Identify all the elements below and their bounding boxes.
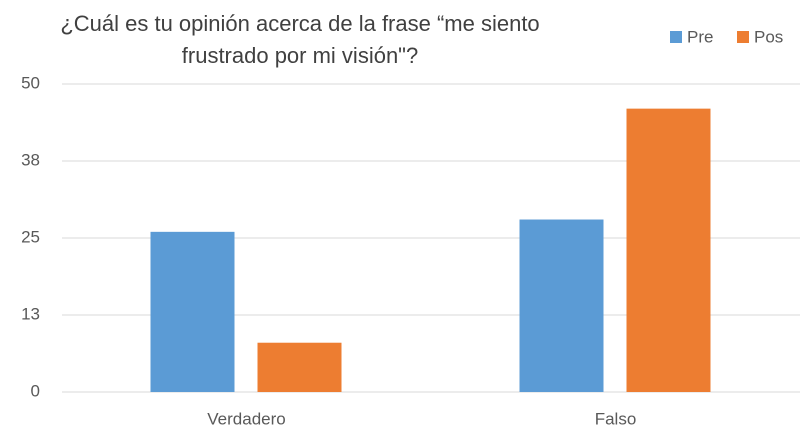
bar bbox=[626, 108, 711, 392]
legend-label: Pre bbox=[687, 27, 713, 46]
x-tick-label: Falso bbox=[595, 409, 637, 428]
bar bbox=[150, 231, 235, 392]
y-tick-label: 38 bbox=[21, 150, 40, 169]
y-tick-label: 13 bbox=[21, 304, 40, 323]
y-tick-label: 25 bbox=[21, 227, 40, 246]
legend-swatch bbox=[737, 31, 749, 43]
bar bbox=[519, 219, 604, 392]
y-tick-label: 0 bbox=[31, 381, 40, 400]
legend-swatch bbox=[670, 31, 682, 43]
y-tick-label: 50 bbox=[21, 73, 40, 92]
legend-label: Pos bbox=[754, 27, 783, 46]
chart-title: ¿Cuál es tu opinión acerca de la frase “… bbox=[60, 11, 540, 68]
x-tick-label: Verdadero bbox=[207, 409, 285, 428]
bar bbox=[257, 342, 342, 392]
